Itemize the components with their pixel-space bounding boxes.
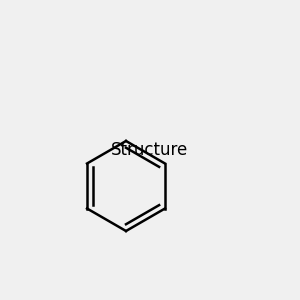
Text: Structure: Structure — [111, 141, 189, 159]
